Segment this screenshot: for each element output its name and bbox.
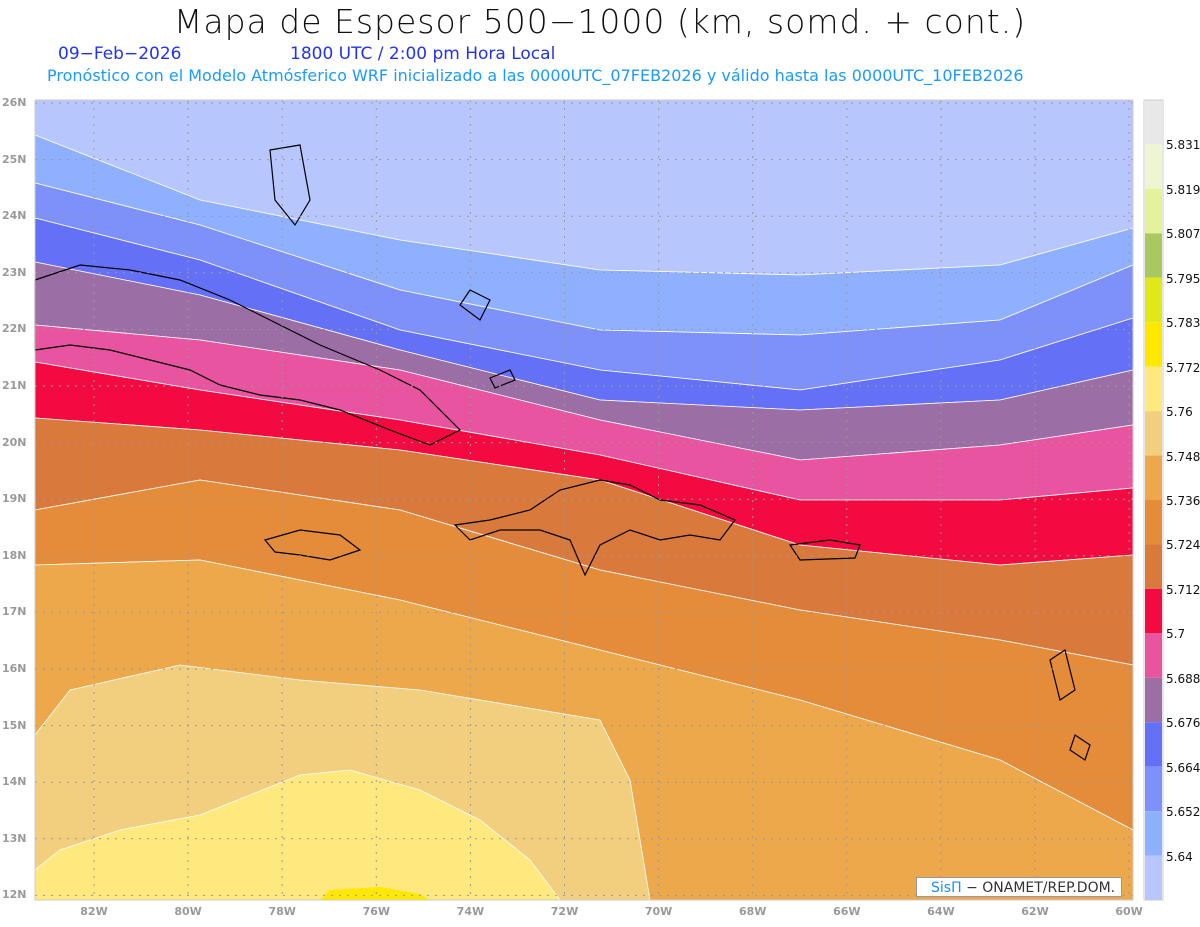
colorbar-label: 5.688 [1166, 671, 1200, 686]
latitude-label: 18N [2, 548, 27, 562]
colorbar-label: 5.795 [1166, 271, 1200, 286]
longitude-label: 72W [550, 905, 579, 918]
latitude-label: 19N [2, 492, 27, 506]
coastline [453, 479, 736, 577]
colorbar-swatch [1145, 455, 1162, 500]
colorbar-label: 5.772 [1166, 360, 1200, 375]
longitude-label: 78W [268, 905, 296, 918]
longitude-label: 62W [1021, 905, 1049, 918]
latitude-label: 21N [2, 379, 27, 392]
latitude-label: 16N [2, 662, 27, 675]
colorbar-swatch [1145, 411, 1162, 456]
colorbar-swatch [1145, 766, 1162, 812]
thickness-band [320, 887, 430, 900]
colorbar-label: 5.676 [1166, 716, 1200, 731]
colorbar-swatch [1145, 544, 1162, 589]
colorbar-label: 5.64 [1166, 849, 1193, 864]
colorbar-swatch [1145, 277, 1162, 323]
colorbar-swatch [1145, 588, 1162, 634]
colorbar-swatch [1145, 500, 1162, 545]
colorbar-label: 5.783 [1166, 316, 1200, 331]
colorbar-swatch [1145, 322, 1162, 367]
valid-date: 09−Feb−2026 [58, 44, 182, 64]
colorbar-swatch [1145, 677, 1162, 723]
colorbar-label: 5.7 [1166, 627, 1186, 642]
latitude-label: 13N [2, 831, 27, 845]
coastline [1049, 649, 1076, 701]
coastline [459, 289, 491, 321]
colorbar-label: 5.652 [1166, 805, 1200, 820]
colorbar-swatch [1145, 366, 1162, 412]
colorbar-label: 5.807 [1166, 227, 1200, 242]
valid-time: 1800 UTC / 2:00 pm Hora Local [290, 44, 556, 64]
longitude-label: 68W [738, 905, 767, 918]
longitude-label: 82W [80, 905, 108, 918]
latitude-label: 25N [2, 152, 27, 166]
map-title: Mapa de Espesor 500−1000 (km, somd. + co… [173, 2, 1027, 41]
longitude-label: 80W [174, 905, 202, 918]
coastline [34, 264, 462, 446]
latitude-label: 24N [2, 209, 27, 223]
colorbar-swatch [1145, 722, 1162, 767]
credit-text: − ONAMET/REP.DOM. [966, 880, 1116, 896]
colorbar-label: 5.831 [1166, 138, 1200, 153]
longitude-label: 74W [456, 905, 485, 918]
latitude-label: 15N [2, 718, 27, 732]
longitude-label: 66W [833, 905, 861, 918]
colorbar-label: 5.736 [1166, 494, 1200, 508]
longitude-label: 64W [927, 905, 955, 918]
colorbar-label: 5.819 [1166, 182, 1200, 197]
colorbar-label: 5.76 [1166, 405, 1193, 420]
coastline [1069, 734, 1091, 761]
latitude-label: 20N [2, 435, 27, 449]
thickness-band [34, 769, 561, 901]
coastline [489, 369, 516, 389]
latitude-label: 26N [2, 96, 27, 109]
coastline [788, 539, 861, 561]
sispi-logo: SisΠ [931, 880, 962, 896]
map-frame [34, 99, 1134, 901]
latitude-label: 12N [2, 888, 27, 902]
latitude-label: 23N [2, 265, 27, 279]
colorbar-swatch [1145, 855, 1162, 900]
colorbar-swatch [1145, 144, 1162, 189]
colorbar-frame [1143, 99, 1164, 901]
coastline [263, 529, 362, 561]
colorbar-swatch [1145, 233, 1162, 278]
latitude-label: 22N [2, 322, 27, 336]
colorbar-swatch [1145, 811, 1162, 856]
colorbar-label: 5.748 [1166, 449, 1200, 464]
forecast-subtitle: Pronóstico con el Modelo Atmósferico WRF… [47, 66, 1024, 85]
coastline [269, 144, 311, 227]
longitude-label: 70W [644, 905, 673, 918]
colorbar-swatch [1145, 188, 1162, 234]
colorbar-label: 5.712 [1166, 582, 1200, 597]
longitude-label: 60W [1115, 905, 1143, 918]
credit-box: SisΠ − ONAMET/REP.DOM. [916, 877, 1122, 897]
latitude-label: 14N [2, 775, 27, 789]
latitude-label: 17N [2, 605, 27, 619]
colorbar-label: 5.724 [1166, 538, 1200, 553]
colorbar-label: 5.664 [1166, 760, 1200, 775]
longitude-label: 76W [362, 905, 391, 918]
colorbar-swatch [1145, 633, 1162, 678]
colorbar-swatch [1145, 100, 1162, 145]
